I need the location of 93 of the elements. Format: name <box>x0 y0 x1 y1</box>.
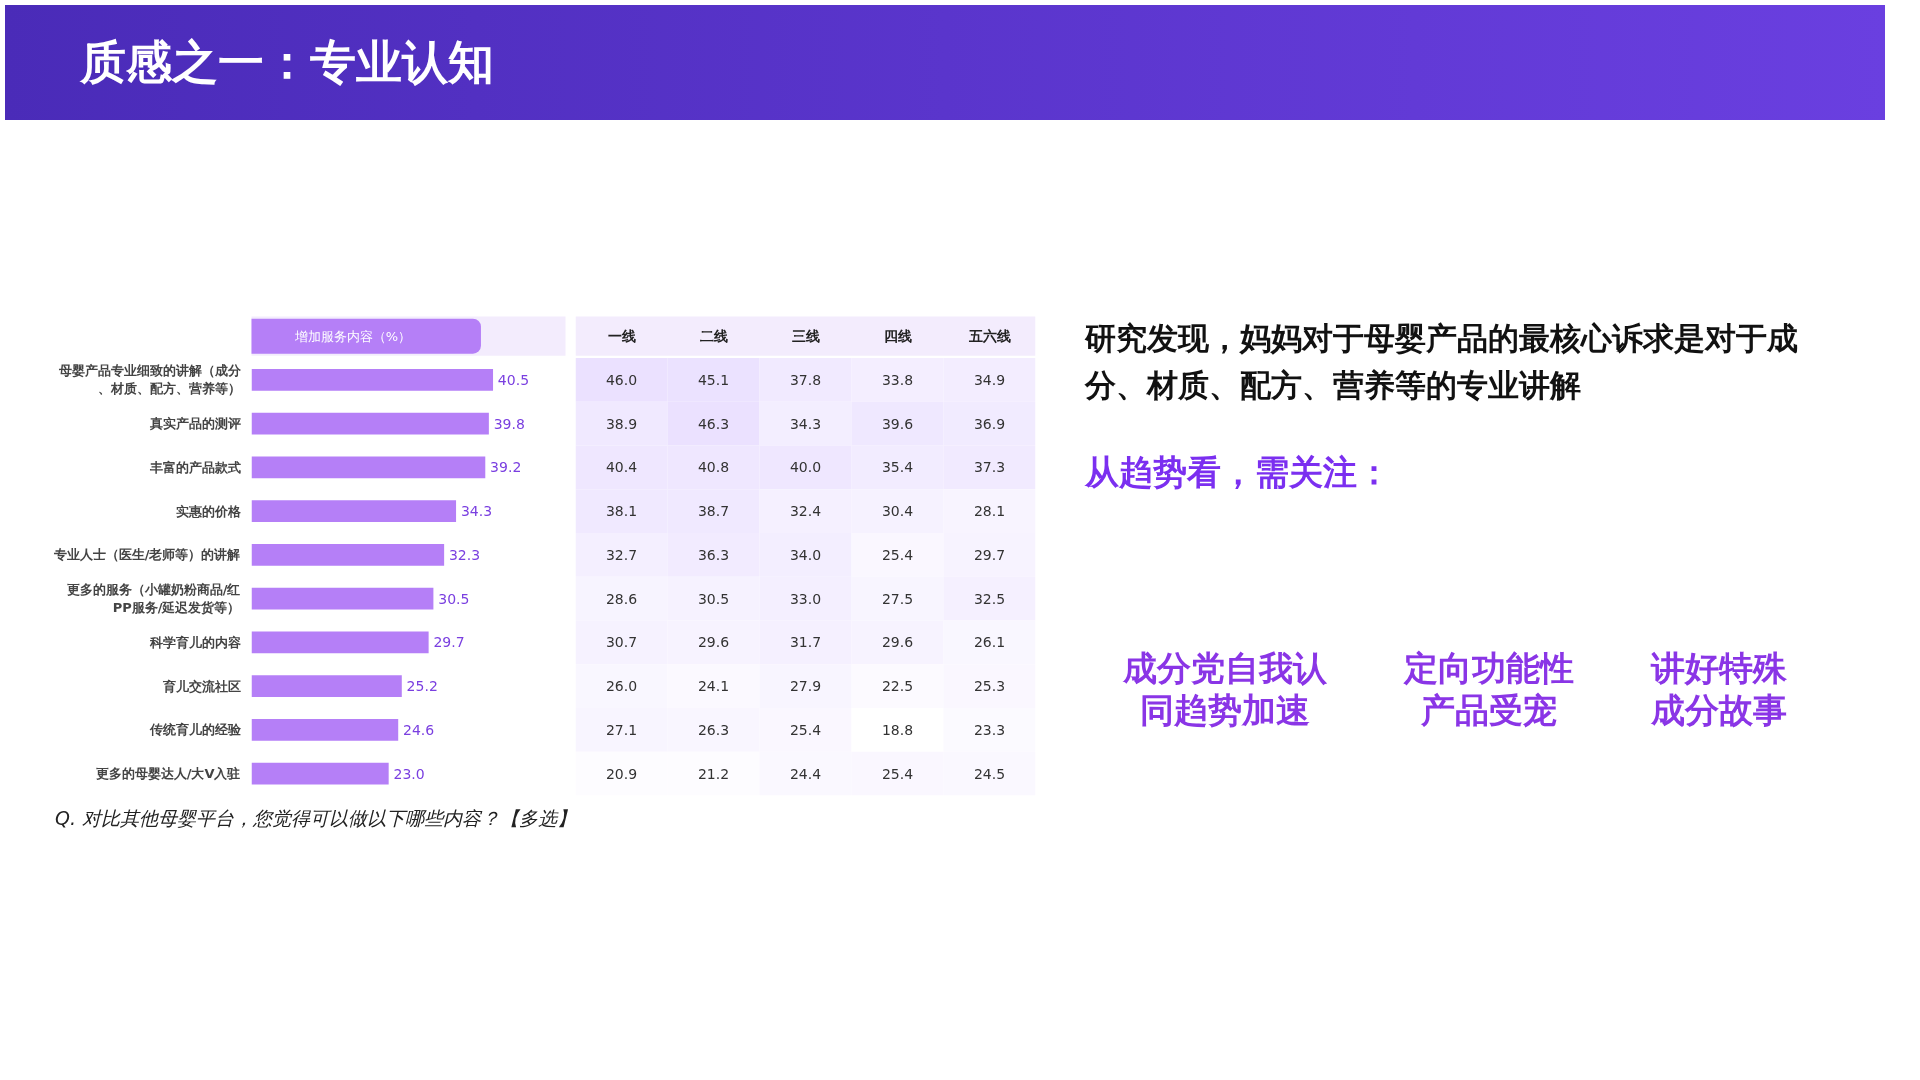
bar <box>251 675 402 698</box>
data-label: 40.8 <box>697 459 730 476</box>
data-label: 25.2 <box>406 678 438 695</box>
data-label: 38.9 <box>605 415 638 432</box>
data-label: 29.6 <box>881 634 914 651</box>
data-label: 30.5 <box>438 590 470 607</box>
data-label: 18.8 <box>881 721 914 738</box>
data-label: 23.3 <box>973 721 1006 738</box>
x-axis-title: 增加服务内容（%） <box>293 328 412 344</box>
data-label: 30.7 <box>605 634 638 651</box>
data-label: 37.8 <box>789 371 822 388</box>
data-label: 36.3 <box>697 546 730 563</box>
data-label: 39.6 <box>881 415 914 432</box>
data-label: 29.7 <box>433 634 465 651</box>
data-label: 29.6 <box>697 634 730 651</box>
y-tick-label: 丰富的产品款式 <box>148 459 241 475</box>
x-tick-label: 二线 <box>699 328 728 345</box>
data-label: 33.8 <box>881 371 914 388</box>
data-label: 23.0 <box>393 765 425 782</box>
x-tick-label: 一线 <box>607 328 636 345</box>
bar <box>251 762 389 785</box>
data-label: 20.9 <box>605 765 638 782</box>
data-label: 37.3 <box>973 459 1006 476</box>
data-label: 40.0 <box>789 459 822 476</box>
y-tick-label: 更多的服务（小罐奶粉商品/红PP服务/延迟发货等） <box>66 582 241 616</box>
y-tick-label: 育儿交流社区 <box>161 678 241 694</box>
y-tick-label: 更多的母婴达人/大V入驻 <box>95 766 241 782</box>
bar <box>251 631 429 654</box>
data-label: 22.5 <box>881 678 914 695</box>
data-label: 25.3 <box>973 678 1006 695</box>
chart-title: 质感之一：专业认知 <box>5 5 1885 120</box>
bar <box>251 718 399 741</box>
data-label: 27.5 <box>881 590 914 607</box>
x-tick-label: 四线 <box>883 328 912 345</box>
data-label: 26.3 <box>697 721 730 738</box>
bar <box>251 500 457 523</box>
data-label: 36.9 <box>973 415 1006 432</box>
data-label: 26.0 <box>605 678 638 695</box>
data-label: 39.8 <box>493 415 525 432</box>
data-label: 35.4 <box>881 459 914 476</box>
data-label: 30.4 <box>881 503 914 520</box>
data-label: 30.5 <box>697 590 730 607</box>
text: 定向功能性产品受宠 <box>1402 646 1575 732</box>
data-label: 24.5 <box>973 765 1006 782</box>
data-label: 31.7 <box>789 634 822 651</box>
text: 成分党自我认同趋势加速 <box>1122 646 1329 732</box>
y-tick-label: 母婴产品专业细致的讲解（成分、材质、配方、营养等） <box>57 363 242 397</box>
data-label: 32.5 <box>973 590 1006 607</box>
data-label: 24.1 <box>697 678 730 695</box>
data-label: 38.7 <box>697 503 730 520</box>
data-label: 34.3 <box>460 503 493 520</box>
text: 讲好特殊成分故事 <box>1649 646 1788 732</box>
y-tick-label: 真实产品的测评 <box>148 416 241 432</box>
data-label: 38.1 <box>605 503 638 520</box>
data-label: 33.0 <box>789 590 822 607</box>
bar <box>251 456 486 479</box>
data-label: 26.1 <box>973 634 1006 651</box>
data-label: 34.3 <box>789 415 822 432</box>
data-label: 32.3 <box>448 546 481 563</box>
x-tick-label: 五六线 <box>967 328 1011 345</box>
data-label: 34.9 <box>973 371 1006 388</box>
data-label: 24.6 <box>403 721 435 738</box>
data-label: 25.4 <box>789 721 822 738</box>
bar <box>251 543 445 566</box>
data-label: 28.6 <box>605 590 638 607</box>
text: Q. 对比其他母婴平台，您觉得可以做以下哪些内容？【多选】 <box>55 806 577 831</box>
data-label: 39.2 <box>490 459 522 476</box>
y-tick-label: 科学育儿的内容 <box>148 634 241 650</box>
bar <box>251 412 489 435</box>
data-label: 29.7 <box>973 546 1006 563</box>
data-label: 21.2 <box>697 765 730 782</box>
data-label: 34.0 <box>789 546 822 563</box>
data-label: 45.1 <box>697 371 730 388</box>
data-label: 28.1 <box>973 503 1006 520</box>
x-tick-label: 三线 <box>791 328 820 345</box>
data-label: 46.0 <box>605 371 638 388</box>
data-label: 27.1 <box>605 721 638 738</box>
bar <box>251 587 434 610</box>
data-label: 46.3 <box>697 415 730 432</box>
data-label: 40.5 <box>497 371 530 388</box>
text: 研究发现，妈妈对于母婴产品的最核心诉求是对于成分、材质、配方、营养等的专业讲解 <box>1085 319 1799 405</box>
y-tick-label: 专业人士（医生/老师等）的讲解 <box>52 547 241 563</box>
text: 从趋势看，需关注： <box>1085 451 1392 494</box>
data-label: 25.4 <box>881 765 914 782</box>
y-tick-label: 传统育儿的经验 <box>148 722 242 738</box>
data-label: 32.7 <box>605 546 638 563</box>
bar <box>251 368 494 391</box>
data-label: 32.4 <box>789 503 822 520</box>
data-label: 24.4 <box>789 765 822 782</box>
data-label: 27.9 <box>789 678 822 695</box>
data-label: 40.4 <box>605 459 638 476</box>
data-label: 25.4 <box>881 546 914 563</box>
y-tick-label: 实惠的价格 <box>175 503 242 519</box>
